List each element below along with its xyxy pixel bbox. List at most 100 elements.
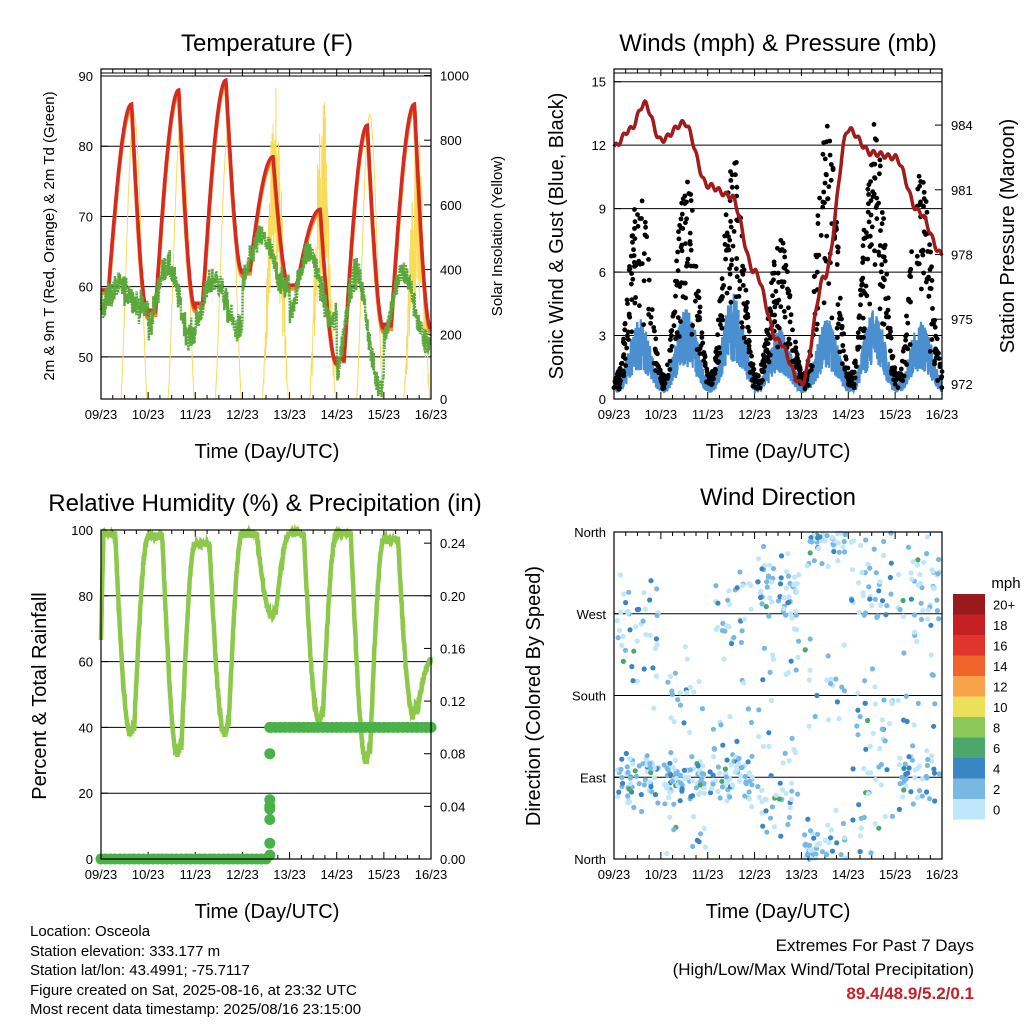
gust-point bbox=[865, 209, 871, 215]
gust-point bbox=[927, 349, 933, 354]
gust-point bbox=[824, 233, 830, 239]
direction-point bbox=[851, 538, 857, 544]
direction-point bbox=[618, 609, 624, 615]
direction-point bbox=[682, 644, 688, 650]
gust-point bbox=[639, 198, 645, 204]
direction-point bbox=[872, 821, 878, 827]
direction-point bbox=[793, 667, 799, 673]
direction-point bbox=[909, 757, 916, 763]
x-tick-label: 10/23 bbox=[132, 867, 165, 882]
gust-point bbox=[821, 300, 827, 306]
gust-point bbox=[641, 322, 646, 327]
direction-point bbox=[919, 776, 925, 782]
x-tick-label: 13/23 bbox=[785, 407, 818, 422]
direction-point bbox=[647, 632, 653, 638]
direction-point bbox=[835, 558, 841, 564]
gust-point bbox=[908, 266, 914, 272]
gust-point bbox=[673, 336, 678, 341]
direction-point bbox=[860, 590, 866, 596]
direction-point bbox=[926, 796, 933, 802]
direction-point bbox=[792, 574, 798, 580]
direction-point bbox=[814, 692, 820, 699]
gust-point bbox=[625, 333, 630, 339]
direction-point bbox=[755, 579, 761, 585]
gust-point bbox=[674, 330, 680, 335]
gust-point bbox=[928, 286, 934, 291]
gust-point bbox=[846, 382, 852, 388]
direction-point bbox=[765, 573, 772, 579]
gust-point bbox=[737, 278, 743, 284]
gust-point bbox=[798, 371, 804, 377]
direction-point bbox=[862, 700, 868, 706]
legend-swatch bbox=[953, 676, 985, 697]
gust-point bbox=[814, 321, 820, 327]
gust-point bbox=[729, 172, 735, 178]
direction-point bbox=[724, 757, 730, 763]
direction-point bbox=[737, 569, 743, 575]
x-tick-label: 09/23 bbox=[598, 867, 631, 882]
gust-point bbox=[771, 277, 776, 283]
gust-point bbox=[629, 281, 634, 287]
gust-point bbox=[626, 337, 631, 342]
y-tick-label: 60 bbox=[79, 280, 93, 295]
legend-swatch bbox=[953, 758, 985, 779]
direction-point bbox=[742, 773, 748, 780]
direction-point bbox=[783, 790, 789, 796]
gust-point bbox=[719, 317, 725, 322]
direction-point bbox=[919, 585, 925, 591]
direction-point bbox=[776, 796, 782, 802]
direction-point bbox=[884, 603, 890, 609]
direction-point bbox=[839, 684, 845, 690]
gust-point bbox=[849, 378, 854, 384]
gust-point bbox=[678, 216, 684, 222]
direction-point bbox=[749, 753, 755, 759]
relative-humidity-line bbox=[98, 523, 434, 765]
gust-point bbox=[872, 262, 878, 267]
y2-tick-label: 981 bbox=[951, 183, 973, 198]
direction-point bbox=[924, 748, 930, 754]
gust-point bbox=[723, 248, 729, 253]
direction-point bbox=[681, 720, 687, 726]
gust-point bbox=[683, 295, 688, 301]
direction-point bbox=[636, 781, 642, 787]
direction-point bbox=[622, 647, 629, 653]
y-tick-label: 100 bbox=[71, 523, 93, 538]
direction-point bbox=[807, 847, 813, 853]
gust-point bbox=[681, 280, 686, 286]
gust-point bbox=[933, 333, 939, 339]
gust-point bbox=[889, 371, 894, 376]
legend-swatch bbox=[953, 717, 985, 738]
direction-point bbox=[713, 583, 719, 589]
direction-point bbox=[791, 582, 797, 588]
direction-point bbox=[833, 807, 839, 814]
legend-label: 18 bbox=[993, 618, 1007, 633]
direction-point bbox=[710, 781, 716, 787]
direction-point bbox=[726, 588, 732, 594]
gust-point bbox=[861, 335, 866, 340]
gust-point bbox=[870, 161, 876, 167]
direction-point bbox=[857, 833, 864, 839]
direction-point bbox=[861, 766, 867, 772]
direction-point bbox=[749, 774, 755, 780]
direction-point bbox=[724, 779, 730, 786]
direction-point bbox=[869, 666, 876, 672]
direction-point bbox=[654, 586, 660, 592]
legend-label: 14 bbox=[993, 659, 1007, 674]
gust-point bbox=[620, 354, 626, 360]
direction-point bbox=[849, 597, 855, 603]
direction-point bbox=[770, 656, 777, 663]
speed-legend: 20+ 18 16 14 12 10 8 6 4 2 0 bbox=[953, 594, 1015, 820]
gust-point bbox=[659, 380, 665, 386]
gust-point bbox=[790, 327, 795, 333]
gust-point bbox=[648, 320, 653, 326]
gust-point bbox=[872, 248, 877, 254]
gust-point bbox=[859, 282, 864, 288]
direction-point bbox=[648, 784, 654, 790]
gust-point bbox=[851, 382, 857, 387]
y-tick-label: 80 bbox=[79, 139, 93, 154]
direction-point bbox=[857, 714, 863, 720]
recent-data-text: Most recent data timestamp: 2025/08/16 2… bbox=[30, 1001, 362, 1018]
gust-point bbox=[867, 244, 873, 250]
direction-point bbox=[701, 771, 707, 777]
gust-point bbox=[627, 264, 632, 269]
